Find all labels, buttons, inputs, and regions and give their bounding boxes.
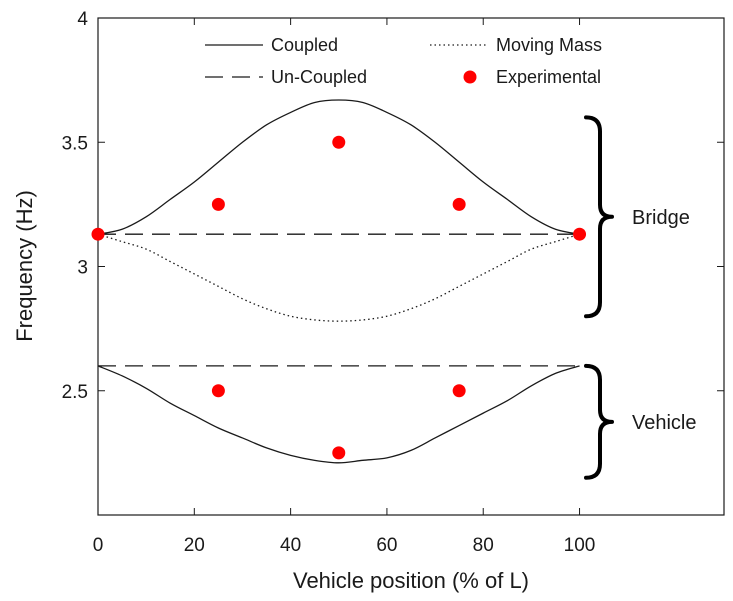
experimental-point — [452, 197, 466, 211]
experimental-markers — [91, 135, 587, 460]
experimental-point — [332, 446, 346, 460]
x-tick-label: 60 — [376, 535, 397, 556]
brace-vehicle — [584, 363, 614, 480]
legend-marker-experimental — [463, 70, 477, 84]
y-tick-label: 3 — [77, 258, 88, 279]
x-tick-label: 0 — [93, 535, 104, 556]
experimental-point — [211, 384, 225, 398]
series-layer — [97, 99, 580, 464]
experimental-point — [573, 227, 587, 241]
annotations: Bridge Vehicle — [584, 115, 697, 480]
x-tick-label: 80 — [473, 535, 494, 556]
experimental-point — [332, 135, 346, 149]
x-tick-label: 40 — [280, 535, 301, 556]
legend-label: Experimental — [496, 67, 601, 87]
y-axis-label: Frequency (Hz) — [12, 190, 37, 342]
annotation-bridge: Bridge — [632, 207, 690, 229]
experimental-point — [452, 384, 466, 398]
experimental-point — [211, 197, 225, 211]
y-tick-label: 4 — [77, 9, 88, 30]
legend-label: Un-Coupled — [271, 67, 367, 87]
x-axis-label: Vehicle position (% of L) — [293, 568, 529, 593]
annotation-vehicle: Vehicle — [632, 412, 697, 434]
x-tick-label: 100 — [564, 535, 596, 556]
y-tick-label: 3.5 — [62, 133, 88, 154]
series-coupled-vehicle — [97, 365, 580, 464]
legend-label: Coupled — [271, 35, 338, 55]
plot-area — [97, 17, 725, 516]
legend: Coupled Moving Mass Un-Coupled Experimental — [205, 35, 602, 87]
brace-bridge — [584, 115, 614, 319]
legend-label: Moving Mass — [496, 35, 602, 55]
y-tick-label: 2.5 — [62, 382, 88, 403]
series-coupled-bridge — [97, 99, 580, 235]
x-tick-label: 20 — [184, 535, 205, 556]
axis-ticks: 0 20 40 60 80 100 2.5 3 3.5 4 — [62, 9, 724, 556]
experimental-point — [91, 227, 105, 241]
